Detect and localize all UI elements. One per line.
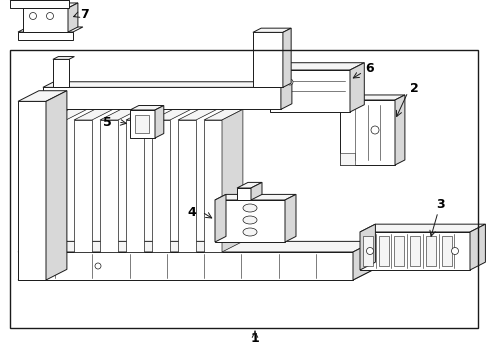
Circle shape	[29, 13, 36, 19]
Ellipse shape	[243, 204, 257, 212]
Polygon shape	[270, 70, 350, 112]
Polygon shape	[130, 110, 155, 138]
Polygon shape	[18, 32, 73, 40]
Text: 1: 1	[250, 332, 259, 345]
Polygon shape	[178, 109, 217, 120]
Ellipse shape	[243, 228, 257, 236]
Polygon shape	[68, 3, 78, 32]
Text: 4: 4	[187, 206, 196, 219]
Polygon shape	[100, 109, 139, 120]
Circle shape	[95, 263, 101, 269]
Polygon shape	[46, 91, 67, 280]
Polygon shape	[395, 95, 405, 165]
Polygon shape	[410, 236, 420, 266]
Polygon shape	[470, 224, 486, 270]
Polygon shape	[152, 109, 191, 120]
Text: 2: 2	[410, 81, 419, 94]
Polygon shape	[258, 66, 270, 80]
Text: 6: 6	[365, 62, 374, 75]
Text: 3: 3	[436, 198, 444, 211]
Polygon shape	[135, 115, 149, 133]
Text: 5: 5	[103, 116, 112, 129]
Circle shape	[371, 126, 379, 134]
Circle shape	[55, 263, 61, 269]
Polygon shape	[353, 241, 374, 280]
Polygon shape	[379, 236, 389, 266]
Polygon shape	[18, 27, 83, 32]
Polygon shape	[237, 183, 262, 188]
Polygon shape	[426, 236, 436, 266]
Polygon shape	[152, 120, 170, 252]
Polygon shape	[340, 100, 395, 165]
Polygon shape	[74, 120, 92, 252]
Text: 7: 7	[80, 9, 89, 22]
Polygon shape	[178, 120, 196, 252]
Polygon shape	[48, 109, 87, 120]
Polygon shape	[222, 109, 243, 252]
Polygon shape	[74, 109, 113, 120]
Circle shape	[28, 197, 36, 205]
Polygon shape	[22, 120, 40, 252]
Polygon shape	[270, 63, 364, 70]
Ellipse shape	[243, 216, 257, 224]
Circle shape	[140, 127, 146, 133]
Polygon shape	[18, 91, 67, 102]
Polygon shape	[215, 194, 226, 242]
Polygon shape	[43, 82, 292, 87]
Polygon shape	[251, 183, 262, 200]
Polygon shape	[363, 236, 373, 266]
Polygon shape	[215, 200, 285, 242]
Polygon shape	[155, 105, 164, 138]
Polygon shape	[204, 120, 222, 252]
Polygon shape	[53, 59, 69, 87]
Polygon shape	[215, 194, 296, 200]
Polygon shape	[441, 236, 452, 266]
Polygon shape	[53, 57, 74, 59]
Polygon shape	[285, 194, 296, 242]
Polygon shape	[22, 109, 61, 120]
Polygon shape	[340, 153, 355, 165]
Circle shape	[287, 79, 293, 85]
Polygon shape	[48, 120, 66, 252]
Circle shape	[47, 13, 53, 19]
Polygon shape	[18, 241, 374, 252]
Polygon shape	[126, 109, 165, 120]
Circle shape	[28, 177, 36, 185]
Polygon shape	[10, 0, 69, 8]
Polygon shape	[360, 224, 375, 270]
Polygon shape	[18, 269, 374, 280]
Bar	[10, 50, 478, 328]
Polygon shape	[394, 236, 404, 266]
Polygon shape	[204, 109, 243, 120]
Polygon shape	[18, 252, 353, 280]
Circle shape	[451, 248, 459, 255]
Polygon shape	[360, 224, 486, 232]
Polygon shape	[126, 120, 144, 252]
Polygon shape	[340, 95, 405, 100]
Polygon shape	[23, 3, 78, 8]
Polygon shape	[130, 105, 164, 110]
Polygon shape	[100, 120, 118, 252]
Polygon shape	[43, 87, 281, 109]
Polygon shape	[237, 188, 251, 200]
Polygon shape	[18, 102, 46, 280]
Polygon shape	[253, 28, 291, 32]
Polygon shape	[253, 32, 283, 87]
Polygon shape	[283, 28, 291, 87]
Polygon shape	[350, 63, 364, 112]
Polygon shape	[360, 232, 470, 270]
Polygon shape	[281, 82, 292, 109]
Circle shape	[367, 248, 373, 255]
Polygon shape	[23, 8, 68, 32]
